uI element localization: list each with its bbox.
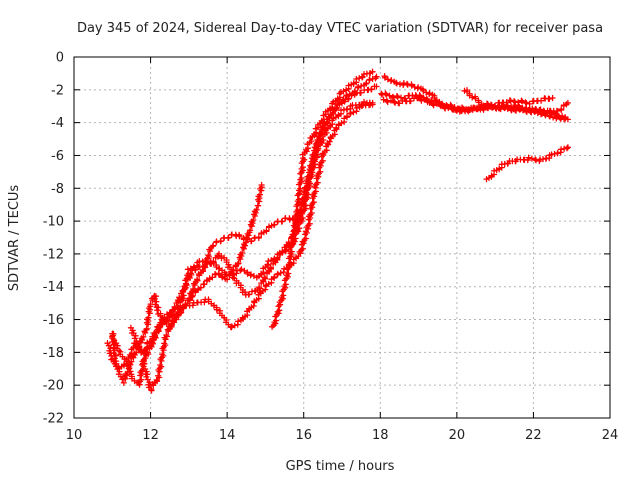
series-track-i	[378, 90, 572, 117]
data-markers-track-k	[483, 144, 572, 183]
x-axis: 10 12 14 16 18 20 22 24	[66, 57, 619, 443]
grid	[74, 57, 610, 418]
x-tick-label: 14	[219, 428, 236, 443]
y-tick-label: -10	[43, 215, 64, 230]
data-markers-track-e	[109, 181, 265, 387]
y-tick-label: -2	[51, 83, 64, 98]
y-axis-label: SDTVAR / TECUs	[7, 185, 22, 292]
y-tick-label: -12	[43, 247, 64, 262]
y-tick-label: -6	[51, 149, 64, 164]
series-track-f	[268, 68, 376, 330]
x-axis-label: GPS time / hours	[286, 459, 395, 474]
x-tick-label: 18	[372, 428, 389, 443]
y-axis: 0 -2 -4 -6 -8 -10 -12 -14 -16 -18 -20 -22	[43, 51, 610, 427]
y-tick-label: -14	[43, 280, 64, 295]
series-track-j	[461, 86, 556, 109]
data-markers-track-j	[461, 86, 556, 109]
series-track-e	[109, 181, 265, 387]
plot-frame	[73, 56, 611, 419]
y-tick-label: -20	[43, 379, 64, 394]
x-tick-label: 10	[66, 428, 83, 443]
series-track-k	[483, 144, 572, 183]
series-layer	[104, 68, 572, 394]
y-tick-label: -8	[51, 182, 64, 197]
x-tick-label: 22	[525, 428, 542, 443]
y-tick-label: -16	[43, 313, 64, 328]
x-tick-label: 20	[449, 428, 466, 443]
chart-title: Day 345 of 2024, Sidereal Day-to-day VTE…	[77, 21, 603, 36]
x-tick-label: 16	[295, 428, 312, 443]
data-markers-track-f	[268, 68, 376, 330]
y-tick-label: -18	[43, 346, 64, 361]
x-tick-label: 12	[142, 428, 159, 443]
y-tick-label: 0	[56, 51, 64, 66]
y-tick-label: -4	[51, 116, 64, 131]
x-tick-label: 24	[602, 428, 619, 443]
y-tick-label: -22	[43, 412, 64, 427]
data-markers-track-i	[378, 90, 572, 117]
